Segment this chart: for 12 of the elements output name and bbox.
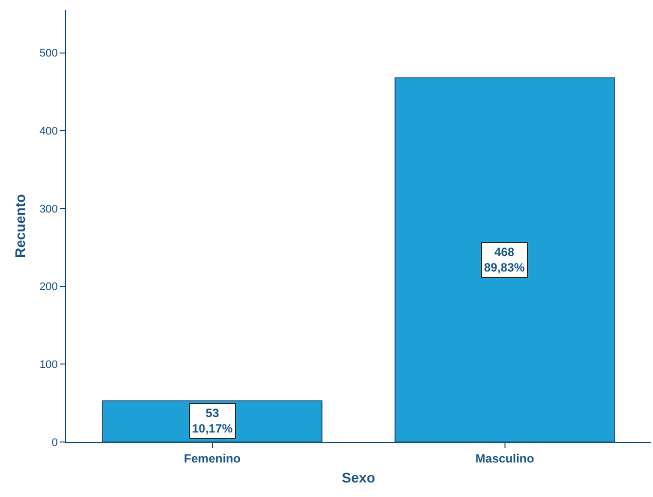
y-axis-title: Recuento xyxy=(12,194,28,258)
y-tick-label: 300 xyxy=(39,203,58,216)
data-label: 53 10,17% xyxy=(192,406,234,436)
y-tick-label: 200 xyxy=(39,281,58,294)
x-tick-label: Femenino xyxy=(184,451,241,466)
data-label: 468 89,83% xyxy=(484,245,526,275)
y-tick-label: 0 xyxy=(52,436,58,449)
x-axis-title: Sexo xyxy=(342,470,376,486)
y-tick-label: 100 xyxy=(39,359,58,372)
x-tick-label: Masculino xyxy=(475,451,534,466)
y-tick-label: 500 xyxy=(39,48,58,60)
y-tick-label: 400 xyxy=(39,126,58,138)
